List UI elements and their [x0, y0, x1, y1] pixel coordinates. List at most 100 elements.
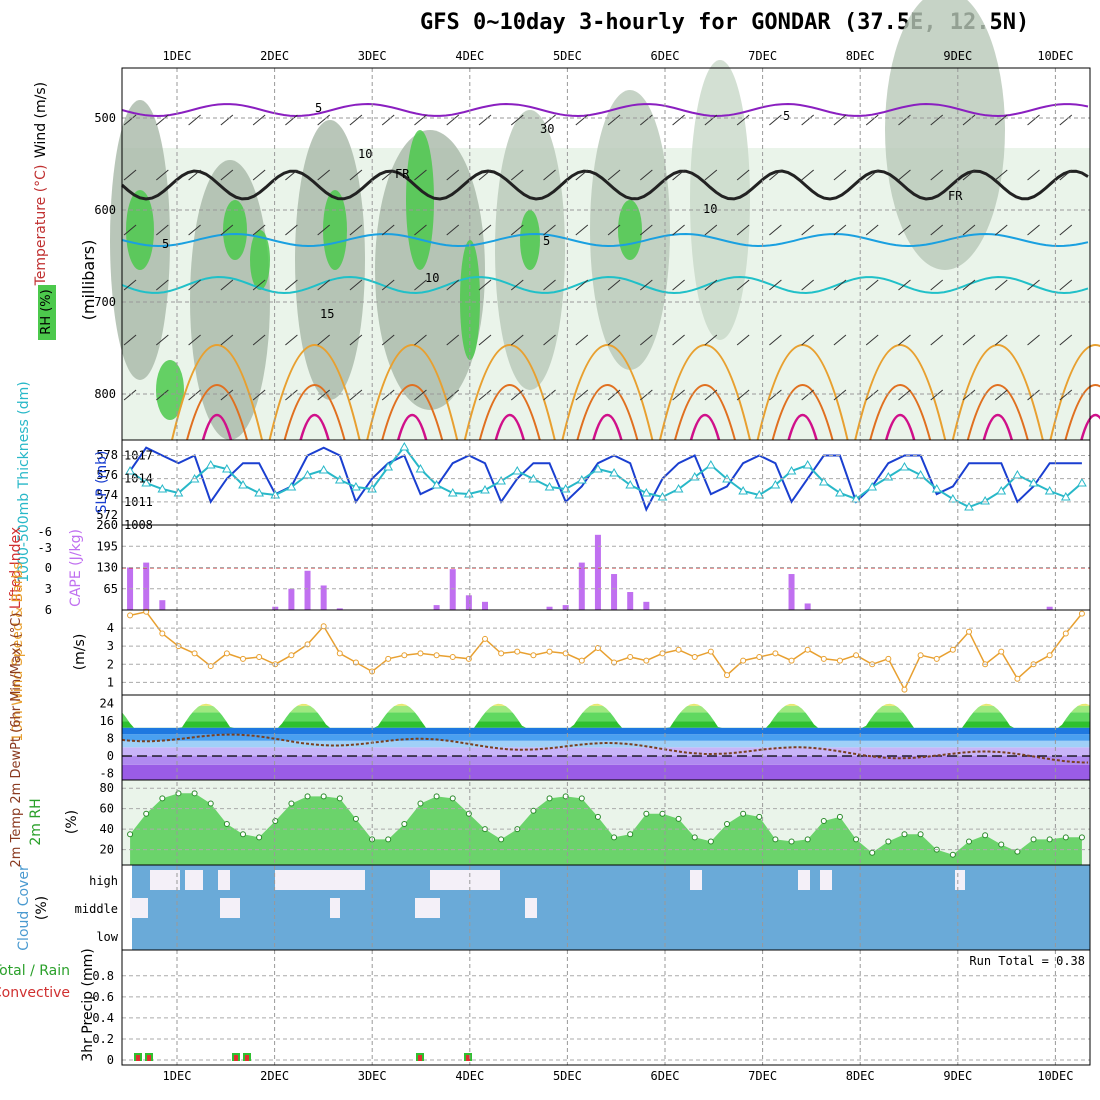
day-label-bottom-9DEC: 9DEC: [943, 1069, 972, 1083]
thickness-point: [786, 465, 797, 475]
wind-barb: [156, 389, 169, 401]
wind-barb: [317, 169, 330, 181]
wind-barb: [317, 334, 330, 346]
wind-barb: [994, 114, 1008, 126]
rh2m-point: [1046, 836, 1053, 843]
contour-15-arch-3: [463, 344, 556, 441]
thickness-point: [609, 467, 619, 477]
rh2m-point: [901, 831, 908, 838]
contour-15-arch-4: [561, 344, 654, 441]
wind-barb: [156, 114, 169, 126]
wind-speed-point: [1014, 675, 1021, 682]
thickness-point: [996, 485, 1007, 495]
wind-barb: [704, 224, 718, 236]
wind-speed-point: [417, 650, 424, 657]
wind-speed-point: [127, 612, 134, 619]
wind-barb: [801, 169, 814, 181]
rh2m-point: [304, 793, 311, 800]
wind-speed-point: [901, 686, 908, 693]
wind-speed-point: [966, 628, 972, 635]
wind-barb: [446, 114, 460, 126]
wind-barb: [349, 114, 363, 126]
cloud-high-2: [218, 870, 230, 890]
cape-bar: [594, 534, 601, 610]
wind-barb: [640, 114, 653, 126]
contour-label-5: 15: [320, 307, 334, 321]
wind-barb: [930, 169, 944, 181]
day-label-bottom-2DEC: 2DEC: [260, 1069, 289, 1083]
wind-barb: [769, 334, 782, 346]
cloud-high-7: [798, 870, 810, 890]
wind-speed-point: [514, 648, 521, 655]
thickness-point: [754, 489, 765, 499]
wind-barb: [865, 279, 879, 291]
contour-minus5: [121, 102, 1089, 118]
precip-conv-4: [418, 1055, 422, 1061]
rh2m-point: [320, 793, 327, 800]
temp-tick-24: 24: [100, 697, 114, 711]
wind-barb: [575, 169, 589, 181]
wind-speed-point: [675, 646, 682, 653]
thickness-point: [544, 481, 555, 491]
thickness-point: [593, 463, 603, 473]
thickness-point: [447, 487, 458, 497]
day-label-top-2DEC: 2DEC: [260, 49, 289, 63]
wind-speed-point: [433, 652, 440, 659]
wind-barb: [478, 279, 492, 291]
slp-left-tick-572: 572: [96, 508, 118, 522]
cloud-mid-3: [415, 898, 440, 918]
rh2m-point: [465, 810, 472, 817]
wind-barb: [865, 224, 879, 236]
wind-speed-point: [611, 659, 618, 666]
thickness-point: [157, 483, 168, 493]
wind-barb: [801, 334, 814, 346]
wind-barb: [220, 279, 234, 291]
wind-barb: [607, 389, 621, 401]
wind-barb: [575, 279, 589, 291]
wind-speed-point: [143, 608, 150, 615]
rh2m-point: [288, 800, 295, 807]
temp-band-2: [122, 747, 1090, 757]
wind-speed-point: [385, 655, 392, 662]
wind-barb: [672, 224, 685, 236]
day-label-top-4DEC: 4DEC: [455, 49, 484, 63]
wind-barb: [188, 389, 201, 401]
wind-barb: [349, 389, 363, 401]
thickness-point: [351, 481, 361, 491]
rh2m-point: [1078, 834, 1085, 841]
cape-bar: [336, 608, 343, 610]
contour-20-arch-9: [1064, 384, 1100, 441]
wind-barb: [510, 224, 524, 236]
thickness-point: [964, 501, 974, 511]
contour-label-3: 5: [543, 234, 550, 248]
wind-barb: [446, 334, 460, 346]
wind-speed-point: [643, 657, 650, 664]
wind-speed-point: [401, 652, 408, 659]
wind-barb: [575, 334, 589, 346]
thickness-point: [254, 487, 264, 497]
thickness-point: [576, 474, 587, 484]
cape-bar: [546, 606, 553, 610]
wind-barb: [1059, 169, 1073, 181]
wind-barb: [801, 279, 814, 291]
rh2m-point: [966, 838, 972, 845]
temp-band-7: [122, 712, 1090, 722]
thickness-point: [383, 461, 394, 471]
cloud-high-9: [955, 870, 965, 890]
wind-barb: [543, 389, 556, 401]
wind-speed-point: [949, 646, 956, 653]
thickness-point: [173, 487, 184, 497]
wind-barb: [1027, 169, 1040, 181]
wind-barb: [672, 114, 685, 126]
rh2m-point: [530, 807, 537, 814]
wind-speed-point: [659, 650, 666, 657]
thickness-point: [673, 483, 684, 493]
wind-barb: [640, 169, 653, 181]
precip-conv-3: [245, 1055, 249, 1061]
cape-bar: [433, 605, 440, 610]
day-label-bottom-8DEC: 8DEC: [846, 1069, 875, 1083]
wind-speed-point: [917, 652, 924, 659]
wind-barb: [607, 169, 621, 181]
wind-barb: [962, 114, 976, 126]
